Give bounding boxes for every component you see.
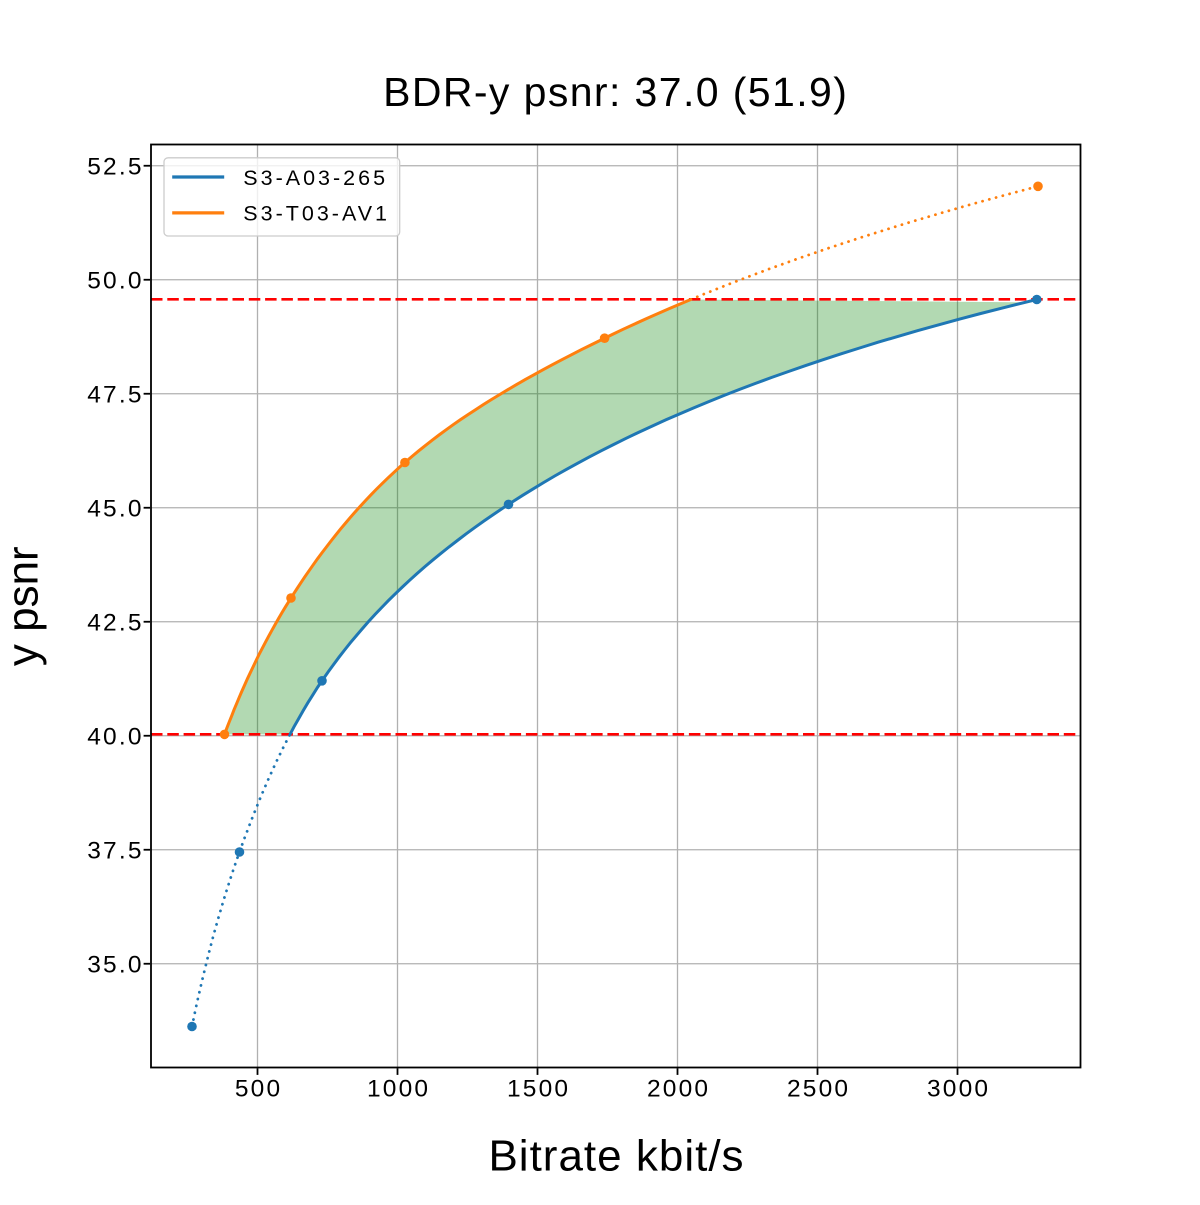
svg-text:2500: 2500 [787, 1076, 850, 1103]
svg-text:BDR-y psnr: 37.0 (51.9): BDR-y psnr: 37.0 (51.9) [383, 69, 848, 115]
svg-text:40.0: 40.0 [87, 724, 143, 751]
svg-text:S3-A03-265: S3-A03-265 [243, 166, 388, 190]
svg-text:1500: 1500 [507, 1076, 570, 1103]
svg-text:Bitrate kbit/s: Bitrate kbit/s [488, 1132, 744, 1181]
svg-text:50.0: 50.0 [87, 268, 143, 295]
svg-text:37.5: 37.5 [87, 838, 143, 865]
svg-text:y psnr: y psnr [0, 546, 48, 666]
svg-text:1000: 1000 [367, 1076, 430, 1103]
svg-text:500: 500 [235, 1076, 282, 1103]
svg-text:42.5: 42.5 [87, 610, 143, 637]
svg-text:35.0: 35.0 [87, 952, 143, 979]
svg-text:47.5: 47.5 [87, 382, 143, 409]
svg-text:S3-T03-AV1: S3-T03-AV1 [243, 202, 390, 226]
svg-text:52.5: 52.5 [87, 154, 143, 181]
svg-text:45.0: 45.0 [87, 496, 143, 523]
svg-text:3000: 3000 [927, 1076, 990, 1103]
svg-text:2000: 2000 [647, 1076, 710, 1103]
